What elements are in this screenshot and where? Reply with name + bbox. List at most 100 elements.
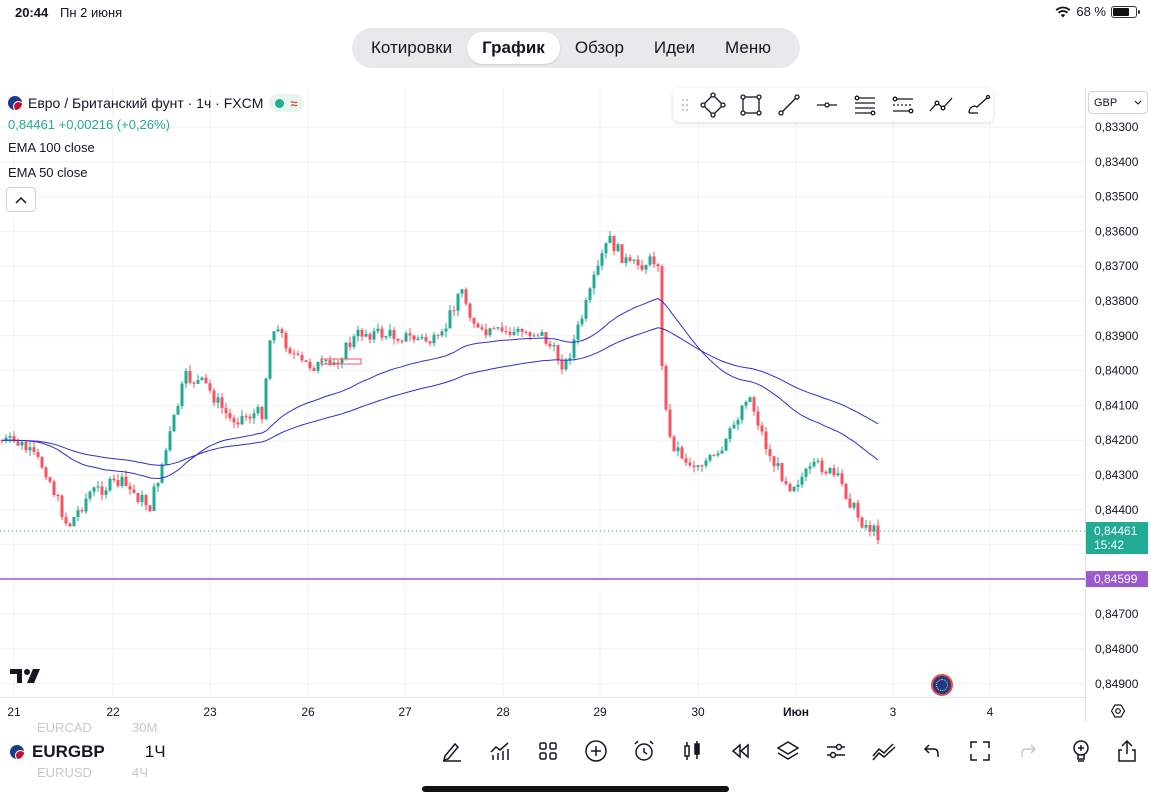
candle-body xyxy=(756,411,760,426)
add-icon[interactable] xyxy=(572,736,620,766)
parallel-channel-icon[interactable] xyxy=(889,91,917,119)
chart-type-icon[interactable] xyxy=(668,736,716,766)
candle-body xyxy=(128,486,132,490)
tab-4[interactable]: Меню xyxy=(725,38,771,57)
bottom-interval[interactable]: 1Ч xyxy=(144,742,166,761)
fib-retracement-icon[interactable] xyxy=(851,91,879,119)
indicator-ema-50[interactable]: EMA 50 close xyxy=(8,165,88,180)
candle-body xyxy=(860,517,864,528)
candle-body xyxy=(144,495,148,506)
candle-body xyxy=(152,486,156,511)
brush-icon[interactable] xyxy=(965,91,993,119)
ideas-bulb-icon[interactable] xyxy=(1058,736,1104,766)
legend-title[interactable]: Евро / Британский фунт · 1ч · FXCM xyxy=(28,95,264,111)
indicator-ema-100[interactable]: EMA 100 close xyxy=(8,140,95,155)
candle-body xyxy=(828,468,832,474)
y-tick-label: 0,83500 xyxy=(1095,190,1139,204)
tab-3[interactable]: Идеи xyxy=(653,38,696,57)
economic-event-icon[interactable] xyxy=(931,674,953,696)
candle-body xyxy=(608,235,612,244)
candle-body xyxy=(116,480,120,486)
candle-body xyxy=(112,478,116,481)
horizontal-ray-icon[interactable] xyxy=(813,91,841,119)
candle-body xyxy=(148,505,152,511)
drawing-toolbar xyxy=(673,88,993,122)
candle-body xyxy=(292,353,296,355)
x-tick-label: 27 xyxy=(398,705,412,719)
candle-body xyxy=(420,336,424,339)
replay-icon[interactable] xyxy=(716,736,764,766)
path-icon[interactable] xyxy=(699,91,727,119)
currency-select[interactable]: GBP xyxy=(1088,91,1148,114)
bottom-toolbar xyxy=(428,736,1052,766)
candle-body xyxy=(484,329,488,336)
candle-body xyxy=(108,478,112,491)
draw-icon[interactable] xyxy=(428,736,476,766)
rectangle-icon[interactable] xyxy=(737,91,765,119)
alert-icon[interactable] xyxy=(620,736,668,766)
market-status-badge[interactable]: ≈ xyxy=(269,94,304,112)
fullscreen-icon[interactable] xyxy=(956,736,1004,766)
undo-icon[interactable] xyxy=(908,736,956,766)
candle-body xyxy=(32,447,36,453)
candle-body xyxy=(688,462,692,466)
candle-body xyxy=(48,477,52,482)
candle-body xyxy=(500,327,504,332)
candle-body xyxy=(624,257,628,264)
collapse-legend-button[interactable] xyxy=(6,187,36,212)
drag-handle-icon[interactable] xyxy=(681,91,689,119)
candle-body xyxy=(272,331,276,341)
candle-body xyxy=(308,361,312,369)
y-tick-label: 0,83800 xyxy=(1095,294,1139,308)
tab-1[interactable]: График xyxy=(467,32,560,64)
redo-icon[interactable] xyxy=(1004,736,1052,766)
settings-sliders-icon[interactable] xyxy=(812,736,860,766)
candle-body xyxy=(388,329,392,337)
candle-body xyxy=(824,471,828,474)
candle-body xyxy=(212,390,216,403)
candle-body xyxy=(8,436,12,438)
polyline-icon[interactable] xyxy=(927,91,955,119)
candle-body xyxy=(404,333,408,342)
chart-settings-icon[interactable] xyxy=(1110,703,1126,724)
candle-body xyxy=(4,437,8,441)
candle-body xyxy=(360,329,364,337)
candle-body xyxy=(348,342,352,348)
wifi-icon xyxy=(1055,6,1071,17)
candle-body xyxy=(248,416,252,419)
candle-body xyxy=(692,465,696,468)
compare-icon[interactable] xyxy=(860,736,908,766)
symbol-switcher[interactable]: EURGBP 1Ч xyxy=(10,742,166,762)
trend-line-icon[interactable] xyxy=(775,91,803,119)
tab-2[interactable]: Обзор xyxy=(574,38,624,57)
x-tick-label: 4 xyxy=(987,705,994,719)
indicators-icon[interactable] xyxy=(476,736,524,766)
candle-body xyxy=(536,335,540,337)
candle-body xyxy=(672,436,676,452)
candle-body xyxy=(472,317,476,324)
candle-body xyxy=(336,362,340,364)
candle-body xyxy=(440,331,444,336)
layers-icon[interactable] xyxy=(764,736,812,766)
bottom-symbol[interactable]: EURGBP xyxy=(32,742,105,761)
chevron-up-icon xyxy=(15,196,27,204)
candle-body xyxy=(140,495,144,503)
candle-body xyxy=(768,449,772,457)
candle-body xyxy=(764,431,768,450)
candle-body xyxy=(160,464,164,484)
candle-body xyxy=(276,329,280,332)
drawn-rectangle[interactable] xyxy=(320,358,362,365)
candle-body xyxy=(464,289,468,304)
candle-body xyxy=(428,341,432,344)
share-icon[interactable] xyxy=(1104,736,1150,766)
candle-body xyxy=(188,371,192,383)
templates-icon[interactable] xyxy=(524,736,572,766)
x-tick-label: 22 xyxy=(106,705,120,719)
candle-body xyxy=(412,335,416,340)
candle-body xyxy=(584,300,588,319)
candle-body xyxy=(220,397,224,409)
candle-body xyxy=(96,486,100,488)
tab-0[interactable]: Котировки xyxy=(371,38,453,57)
ghost-below-interval: 4Ч xyxy=(132,765,148,780)
